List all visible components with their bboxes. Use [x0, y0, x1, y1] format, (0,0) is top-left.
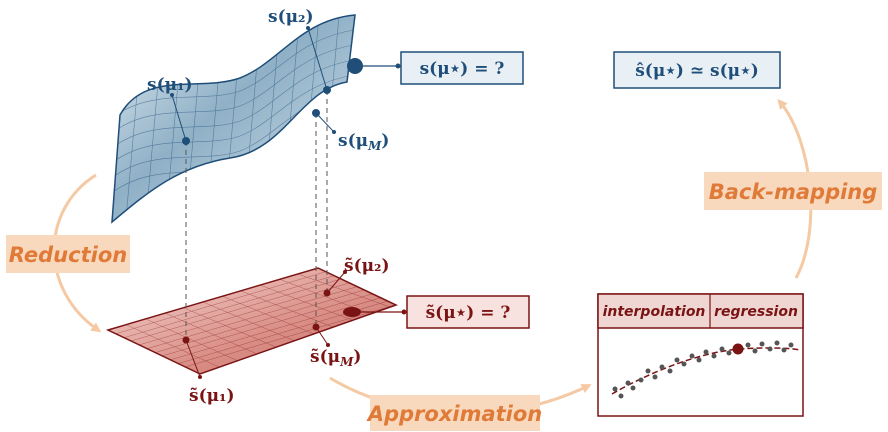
point-sr-star: [343, 307, 361, 317]
step-back-mapping: Back-mapping: [709, 180, 878, 204]
result-text: ŝ(μ⋆) ≃ s(μ⋆): [635, 61, 759, 81]
label-sr-muM: s̃(μM): [310, 347, 361, 369]
query-upper: s(μ⋆) = ?: [420, 59, 505, 79]
step-approximation: Approximation: [366, 402, 543, 426]
step-approximation-box: [370, 395, 540, 431]
label-s-mu1: s(μ₁): [147, 75, 193, 95]
approx-query-point: [732, 343, 744, 355]
step-reduction: Reduction: [9, 243, 127, 267]
label-sr-mu1: s̃(μ₁): [189, 386, 235, 406]
step-back-mapping-box: [704, 172, 882, 210]
lower-points: [182, 270, 407, 379]
label-sr-mu2: s̃(μ₂): [344, 256, 390, 276]
result-box: [613, 51, 781, 89]
query-box-upper: [400, 51, 524, 85]
projection-lines: [185, 90, 328, 340]
query-lower: s̃(μ⋆) = ?: [426, 303, 511, 323]
sample-dots: [612, 340, 794, 399]
approx-panel: interpolation regression: [597, 293, 804, 417]
label-s-muM: s(μM): [338, 131, 389, 153]
point-s-star: [347, 58, 363, 74]
solution-manifold: [111, 14, 356, 224]
label-s-mu2: s(μ₂): [268, 7, 314, 27]
step-reduction-box: [6, 235, 130, 273]
tab-regression: regression: [714, 304, 798, 320]
upper-points: [170, 26, 401, 145]
query-box-lower: [406, 295, 530, 329]
tab-interpolation: interpolation: [603, 304, 706, 320]
